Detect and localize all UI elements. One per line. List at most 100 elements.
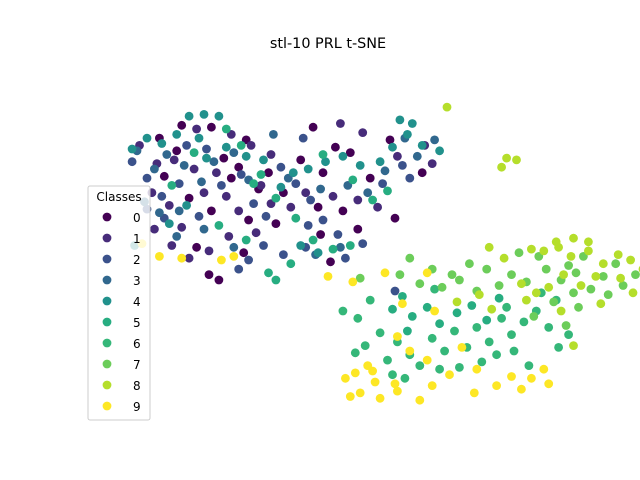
point-class-1-13 [199, 188, 209, 198]
point-class-0-23 [192, 242, 202, 252]
point-class-7-28 [529, 312, 539, 321]
point-class-2-11 [291, 179, 301, 189]
point-class-2-22 [194, 211, 204, 221]
point-class-9-15 [370, 377, 380, 387]
point-class-3-10 [155, 208, 164, 218]
legend-title: Classes [96, 190, 141, 204]
point-class-4-27 [182, 201, 192, 210]
point-class-9-1 [155, 252, 164, 261]
point-class-7-19 [482, 264, 492, 274]
point-class-9-27 [527, 373, 536, 383]
legend-item-6: 6 [102, 337, 141, 351]
legend-marker-9 [102, 401, 112, 411]
point-class-7-2 [415, 279, 425, 289]
point-class-0-29 [385, 135, 395, 145]
point-class-6-22 [388, 370, 397, 380]
point-class-7-21 [447, 270, 457, 279]
point-class-0-31 [390, 213, 400, 223]
point-class-0-22 [353, 224, 363, 234]
point-class-5-23 [403, 326, 412, 336]
point-class-8-7 [566, 252, 576, 261]
point-class-5-20 [388, 304, 397, 314]
point-class-0-32 [316, 230, 325, 239]
point-class-2-26 [398, 161, 407, 170]
point-class-0-19 [345, 148, 355, 158]
point-class-5-26 [467, 301, 477, 310]
point-class-1-32 [336, 119, 345, 128]
point-class-5-8 [368, 195, 377, 205]
point-class-2-23 [298, 133, 308, 143]
point-class-4-12 [276, 182, 286, 192]
point-class-6-32 [502, 302, 511, 312]
point-class-1-24 [224, 232, 234, 241]
point-class-4-1 [199, 110, 209, 119]
point-class-7-27 [569, 288, 578, 298]
legend-marker-7 [102, 359, 112, 369]
point-class-0-30 [417, 168, 427, 178]
point-class-2-15 [279, 250, 288, 259]
point-class-4-18 [375, 157, 385, 167]
point-class-6-29 [524, 361, 534, 370]
point-class-1-8 [256, 181, 266, 190]
point-class-4-6 [172, 130, 182, 139]
point-class-4-20 [403, 130, 412, 139]
point-class-4-11 [259, 155, 268, 165]
legend-marker-8 [102, 380, 112, 390]
point-class-1-19 [301, 188, 311, 198]
point-class-6-9 [415, 361, 425, 370]
point-class-1-12 [177, 222, 187, 232]
point-class-2-12 [306, 195, 315, 205]
point-class-9-21 [405, 346, 415, 356]
point-class-9-9 [398, 299, 407, 309]
point-class-2-8 [249, 199, 258, 209]
legend-marker-3 [102, 275, 112, 285]
point-class-2-9 [261, 211, 271, 221]
point-class-6-0 [338, 306, 348, 316]
point-class-3-19 [412, 151, 422, 161]
legend-item-0: 0 [102, 211, 141, 225]
point-class-3-1 [150, 164, 159, 174]
point-class-5-13 [214, 221, 224, 230]
point-class-4-4 [142, 133, 152, 143]
point-class-1-18 [286, 202, 296, 212]
point-class-2-4 [182, 141, 192, 150]
point-class-7-6 [494, 281, 504, 290]
legend-label-1: 1 [133, 232, 141, 246]
legend-item-4: 4 [102, 295, 141, 309]
point-class-2-30 [390, 286, 400, 296]
legend-label-7: 7 [133, 358, 141, 372]
point-class-9-29 [544, 379, 554, 389]
legend-marker-4 [102, 296, 112, 306]
point-class-1-27 [373, 202, 382, 212]
point-class-8-15 [616, 273, 625, 283]
point-class-5-12 [271, 275, 281, 285]
legend-item-9: 9 [102, 400, 141, 414]
point-class-9-34 [415, 395, 425, 405]
point-class-8-28 [452, 297, 462, 307]
point-class-6-3 [375, 328, 385, 338]
point-class-7-0 [355, 273, 365, 283]
point-class-6-24 [435, 364, 444, 374]
point-class-1-30 [427, 159, 437, 169]
point-class-4-23 [395, 115, 405, 125]
point-class-9-33 [457, 343, 467, 352]
point-class-4-24 [407, 119, 417, 128]
point-class-1-15 [234, 206, 244, 216]
point-class-7-25 [574, 302, 583, 312]
point-class-8-25 [556, 306, 566, 316]
point-class-6-12 [450, 326, 459, 336]
point-class-5-27 [482, 315, 492, 325]
point-class-9-8 [422, 268, 432, 278]
point-class-4-28 [296, 241, 306, 250]
point-class-4-25 [164, 219, 174, 229]
point-class-7-14 [611, 259, 621, 269]
point-class-9-20 [345, 392, 355, 401]
point-class-2-10 [276, 162, 286, 172]
legend-marker-1 [102, 233, 112, 243]
point-class-8-9 [598, 259, 608, 269]
point-class-5-16 [318, 150, 328, 159]
point-class-5-7 [345, 241, 355, 250]
point-class-8-20 [531, 288, 541, 298]
point-class-7-4 [455, 275, 464, 285]
point-class-9-35 [368, 366, 377, 376]
